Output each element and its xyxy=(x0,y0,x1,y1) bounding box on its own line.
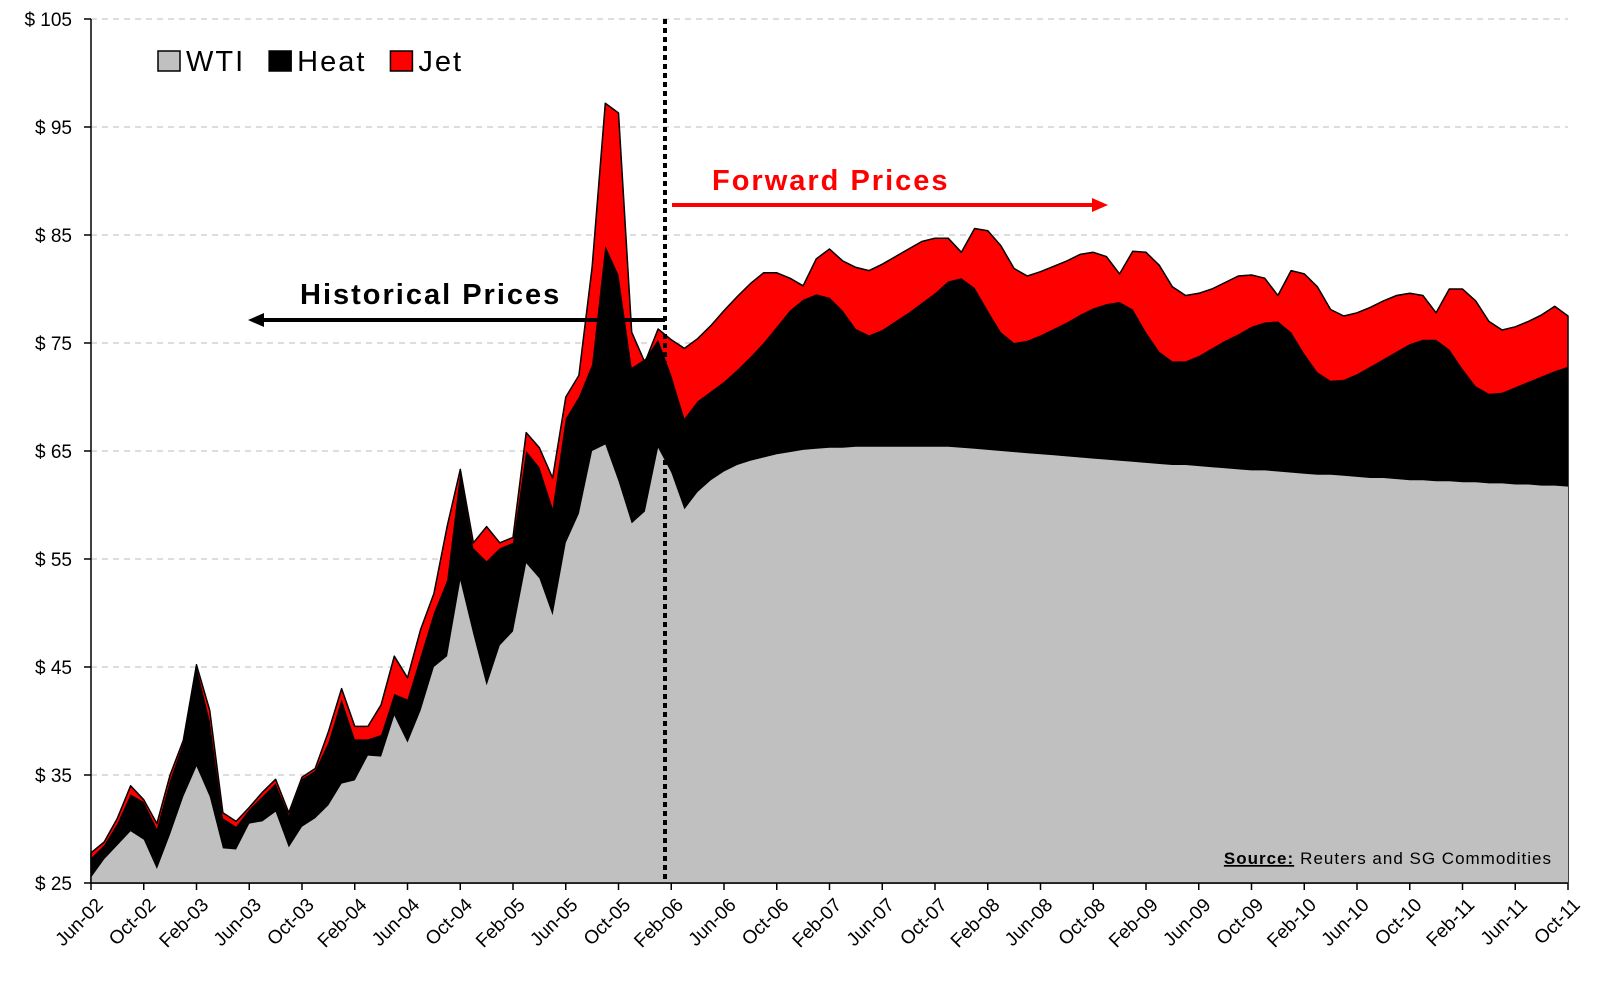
x-tick-label: Jun-04 xyxy=(368,894,424,950)
x-tick-label: Oct-08 xyxy=(1055,895,1110,950)
x-tick-label: Jun-02 xyxy=(52,895,108,951)
y-tick-label: $ 45 xyxy=(35,658,72,679)
x-tick-label: Jun-05 xyxy=(526,895,582,951)
x-tick-label: Oct-04 xyxy=(422,894,477,949)
x-tick-label: Jun-10 xyxy=(1318,895,1374,951)
x-tick-label: Oct-02 xyxy=(105,895,160,950)
historical-arrowhead xyxy=(248,313,264,327)
legend-swatch xyxy=(157,50,181,72)
source: Source: Reuters and SG Commodities xyxy=(1224,849,1552,868)
y-tick-label: $ 105 xyxy=(24,10,72,31)
x-tick-label: Feb-10 xyxy=(1263,895,1320,952)
legend-label: Jet xyxy=(418,46,463,78)
legend-swatch xyxy=(389,50,414,72)
x-tick-label: Oct-07 xyxy=(896,895,951,950)
historical-label: Historical Prices xyxy=(300,279,561,311)
forward-label: Forward Prices xyxy=(712,165,950,197)
x-tick-label: Jun-08 xyxy=(1001,895,1057,951)
x-tick-label: Jun-07 xyxy=(843,895,899,951)
source-text: Reuters and SG Commodities xyxy=(1300,849,1552,868)
forward-arrowhead xyxy=(1092,198,1108,212)
legend-label: WTI xyxy=(186,46,245,78)
y-tick-label: $ 95 xyxy=(35,118,72,139)
areas xyxy=(90,102,1569,884)
x-tick-label: Oct-06 xyxy=(738,895,793,950)
x-tick-label: Feb-06 xyxy=(630,895,687,952)
source-label: Source: xyxy=(1224,849,1294,868)
x-tick-label: Jun-11 xyxy=(1477,895,1532,950)
x-tick-label: Jun-03 xyxy=(210,895,266,951)
legend-label: Heat xyxy=(297,46,366,78)
y-tick-label: $ 55 xyxy=(35,550,72,571)
legend: WTI Heat Jet xyxy=(157,46,463,78)
y-tick-label: $ 85 xyxy=(35,226,72,247)
x-tick-label: Jun-06 xyxy=(685,895,741,951)
x-tick-label: Feb-09 xyxy=(1105,895,1162,952)
x-tick-label: Oct-10 xyxy=(1371,895,1426,950)
y-tick-label: $ 65 xyxy=(35,442,72,463)
y-tick-label: $ 35 xyxy=(35,766,72,787)
x-tick-label: Feb-07 xyxy=(789,895,846,952)
x-tick-label: Feb-08 xyxy=(947,895,1004,952)
x-tick-label: Feb-05 xyxy=(472,895,529,952)
y-tick-label: $ 25 xyxy=(35,874,72,895)
area-wti xyxy=(91,444,1568,883)
x-tick-label: Oct-11 xyxy=(1530,895,1584,949)
x-tick-label: Feb-11 xyxy=(1423,895,1479,951)
x-tick-label: Oct-09 xyxy=(1213,895,1268,950)
x-tick-label: Feb-04 xyxy=(314,894,372,952)
x-tick-label: Oct-05 xyxy=(580,895,635,950)
x-tick-label: Feb-03 xyxy=(156,895,213,952)
x-tick-label: Jun-09 xyxy=(1159,895,1215,951)
x-tick-label: Oct-03 xyxy=(263,895,318,950)
legend-swatch xyxy=(268,50,292,72)
y-tick-label: $ 75 xyxy=(35,334,72,355)
